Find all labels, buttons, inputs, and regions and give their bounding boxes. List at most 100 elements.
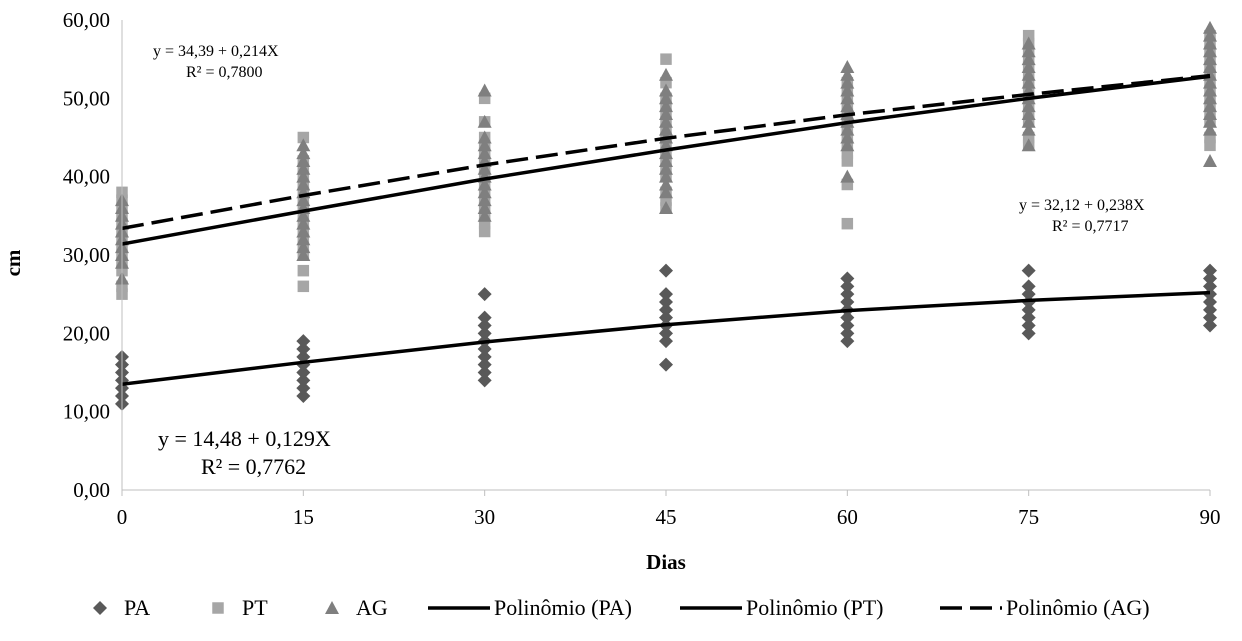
data-point-ag — [840, 83, 855, 97]
data-point-pa — [659, 287, 673, 302]
data-point-ag — [296, 240, 311, 254]
data-point-pa — [477, 342, 492, 356]
data-point-ag — [477, 114, 492, 128]
data-point-pa — [659, 326, 673, 341]
data-point-ag — [840, 60, 855, 73]
data-point-ag — [1021, 36, 1036, 50]
data-point-pa — [296, 365, 311, 380]
x-axis-ticks: 0 15 30 45 60 75 90 — [117, 490, 1221, 529]
data-point-ag — [1203, 91, 1217, 105]
data-point-ag — [477, 83, 492, 97]
data-point-pt — [478, 92, 491, 105]
data-point-pa — [1021, 263, 1036, 278]
data-point-pa — [477, 318, 492, 333]
data-point-ag — [659, 83, 673, 97]
data-point-pt — [660, 194, 672, 206]
data-point-ag — [296, 193, 311, 207]
data-point-ag — [1203, 83, 1217, 97]
data-point-ag — [659, 122, 673, 136]
data-point-ag — [840, 169, 855, 183]
data-point-pt — [297, 280, 310, 293]
data-point-ag — [296, 208, 311, 222]
x-tick-label: 30 — [474, 505, 495, 529]
data-point-pt — [660, 76, 672, 89]
data-point-ag — [840, 122, 855, 136]
trendline-1 — [121, 74, 1211, 246]
trendline-2 — [121, 73, 1211, 231]
data-point-ag — [659, 107, 673, 120]
legend: PA PT AG Polinômio (PA) Polinômio (PT) Polinô… — [93, 595, 1150, 620]
data-point-ag — [840, 138, 855, 152]
data-point-ag — [296, 161, 311, 175]
data-point-pt — [841, 217, 854, 230]
data-point-ag — [659, 99, 673, 113]
trendlines — [121, 73, 1211, 386]
data-point-ag — [477, 138, 492, 152]
data-point-ag — [1021, 122, 1036, 136]
data-point-ag — [840, 67, 855, 81]
legend-label: PT — [242, 595, 268, 620]
data-point-ag — [296, 248, 311, 261]
data-point-ag — [477, 177, 492, 191]
pt-r2-label: R² = 0,7717 — [1052, 218, 1129, 235]
trendline-0 — [121, 290, 1211, 386]
data-point-ag — [296, 138, 311, 152]
data-point-pa — [1021, 287, 1036, 302]
data-point-ag — [477, 146, 492, 160]
data-point-ag — [296, 216, 311, 230]
data-point-pa — [477, 349, 492, 364]
data-point-ag — [1021, 60, 1036, 73]
x-axis-title: Dias — [646, 550, 686, 574]
data-point-pa — [477, 357, 492, 372]
data-point-ag — [659, 177, 673, 191]
data-point-ag — [659, 169, 673, 183]
data-point-pa — [477, 365, 492, 380]
data-point-ag — [1021, 114, 1036, 128]
y-axis-title: cm — [1, 249, 25, 276]
x-tick-label: 15 — [293, 505, 314, 529]
y-tick-label: 60,00 — [63, 8, 110, 32]
data-point-pa — [840, 326, 855, 341]
y-tick-label: 40,00 — [63, 165, 110, 189]
data-point-pt — [1204, 139, 1216, 152]
data-point-ag — [659, 154, 673, 167]
data-point-ag — [1203, 20, 1217, 34]
data-point-ag — [659, 114, 673, 128]
pa-equation-label: y = 14,48 + 0,129X — [158, 426, 331, 451]
ag-r2-label: R² = 0,7800 — [186, 64, 263, 81]
data-point-pa — [1021, 279, 1036, 294]
data-point-pa — [659, 334, 673, 349]
data-point-pa — [659, 357, 673, 372]
data-point-ag — [840, 91, 855, 105]
x-tick-label: 45 — [656, 505, 677, 529]
data-point-ag — [1203, 28, 1217, 42]
data-point-ag — [296, 224, 311, 238]
data-point-ag — [840, 99, 855, 113]
data-point-ag — [1203, 36, 1217, 50]
data-point-pa — [477, 326, 492, 341]
data-point-ag — [1021, 75, 1036, 89]
data-point-pa — [840, 279, 855, 294]
data-point-ag — [296, 232, 311, 246]
data-point-pt — [297, 131, 310, 144]
data-point-pa — [840, 271, 855, 286]
data-point-pt — [841, 178, 854, 191]
y-tick-label: 0,00 — [73, 478, 110, 502]
data-point-ag — [477, 201, 492, 214]
data-point-pt — [1022, 131, 1035, 144]
data-point-pa — [1203, 295, 1217, 309]
y-tick-label: 20,00 — [63, 321, 110, 345]
data-point-ag — [477, 161, 492, 175]
data-point-pa — [1203, 318, 1217, 333]
data-point-pa — [1203, 263, 1217, 278]
legend-label: PA — [124, 595, 150, 620]
data-point-ag — [659, 185, 673, 199]
ag-equation-label: y = 34,39 + 0,214X — [153, 43, 279, 60]
data-point-pa — [840, 318, 855, 333]
data-point-pa — [659, 310, 673, 325]
data-point-pa — [296, 334, 311, 349]
data-point-ag — [1021, 67, 1036, 81]
data-point-pa — [840, 295, 855, 309]
data-point-pa — [1021, 302, 1036, 317]
